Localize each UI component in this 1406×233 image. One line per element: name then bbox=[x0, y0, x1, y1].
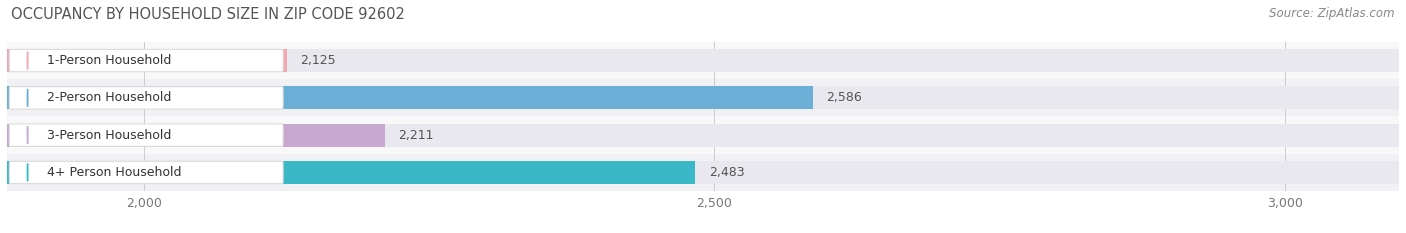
Text: 2-Person Household: 2-Person Household bbox=[46, 91, 172, 104]
Bar bbox=[7, 116, 1399, 154]
Text: OCCUPANCY BY HOUSEHOLD SIZE IN ZIP CODE 92602: OCCUPANCY BY HOUSEHOLD SIZE IN ZIP CODE … bbox=[11, 7, 405, 22]
Bar bbox=[7, 86, 813, 110]
Text: 3-Person Household: 3-Person Household bbox=[46, 129, 172, 142]
Bar bbox=[7, 123, 385, 147]
FancyBboxPatch shape bbox=[10, 49, 283, 72]
Bar bbox=[7, 42, 1399, 79]
Text: Source: ZipAtlas.com: Source: ZipAtlas.com bbox=[1270, 7, 1395, 20]
Text: 1-Person Household: 1-Person Household bbox=[46, 54, 172, 67]
Bar bbox=[7, 161, 1399, 184]
FancyBboxPatch shape bbox=[10, 87, 283, 109]
FancyBboxPatch shape bbox=[10, 161, 283, 184]
Bar bbox=[7, 123, 1399, 147]
FancyBboxPatch shape bbox=[10, 124, 283, 146]
Text: 2,125: 2,125 bbox=[301, 54, 336, 67]
Bar bbox=[7, 154, 1399, 191]
Text: 2,483: 2,483 bbox=[709, 166, 744, 179]
Text: 2,586: 2,586 bbox=[827, 91, 862, 104]
Bar bbox=[7, 79, 1399, 116]
Text: 2,211: 2,211 bbox=[398, 129, 434, 142]
Bar bbox=[7, 161, 695, 184]
Bar bbox=[7, 49, 1399, 72]
Text: 4+ Person Household: 4+ Person Household bbox=[46, 166, 181, 179]
Bar bbox=[7, 86, 1399, 110]
Bar bbox=[7, 49, 287, 72]
